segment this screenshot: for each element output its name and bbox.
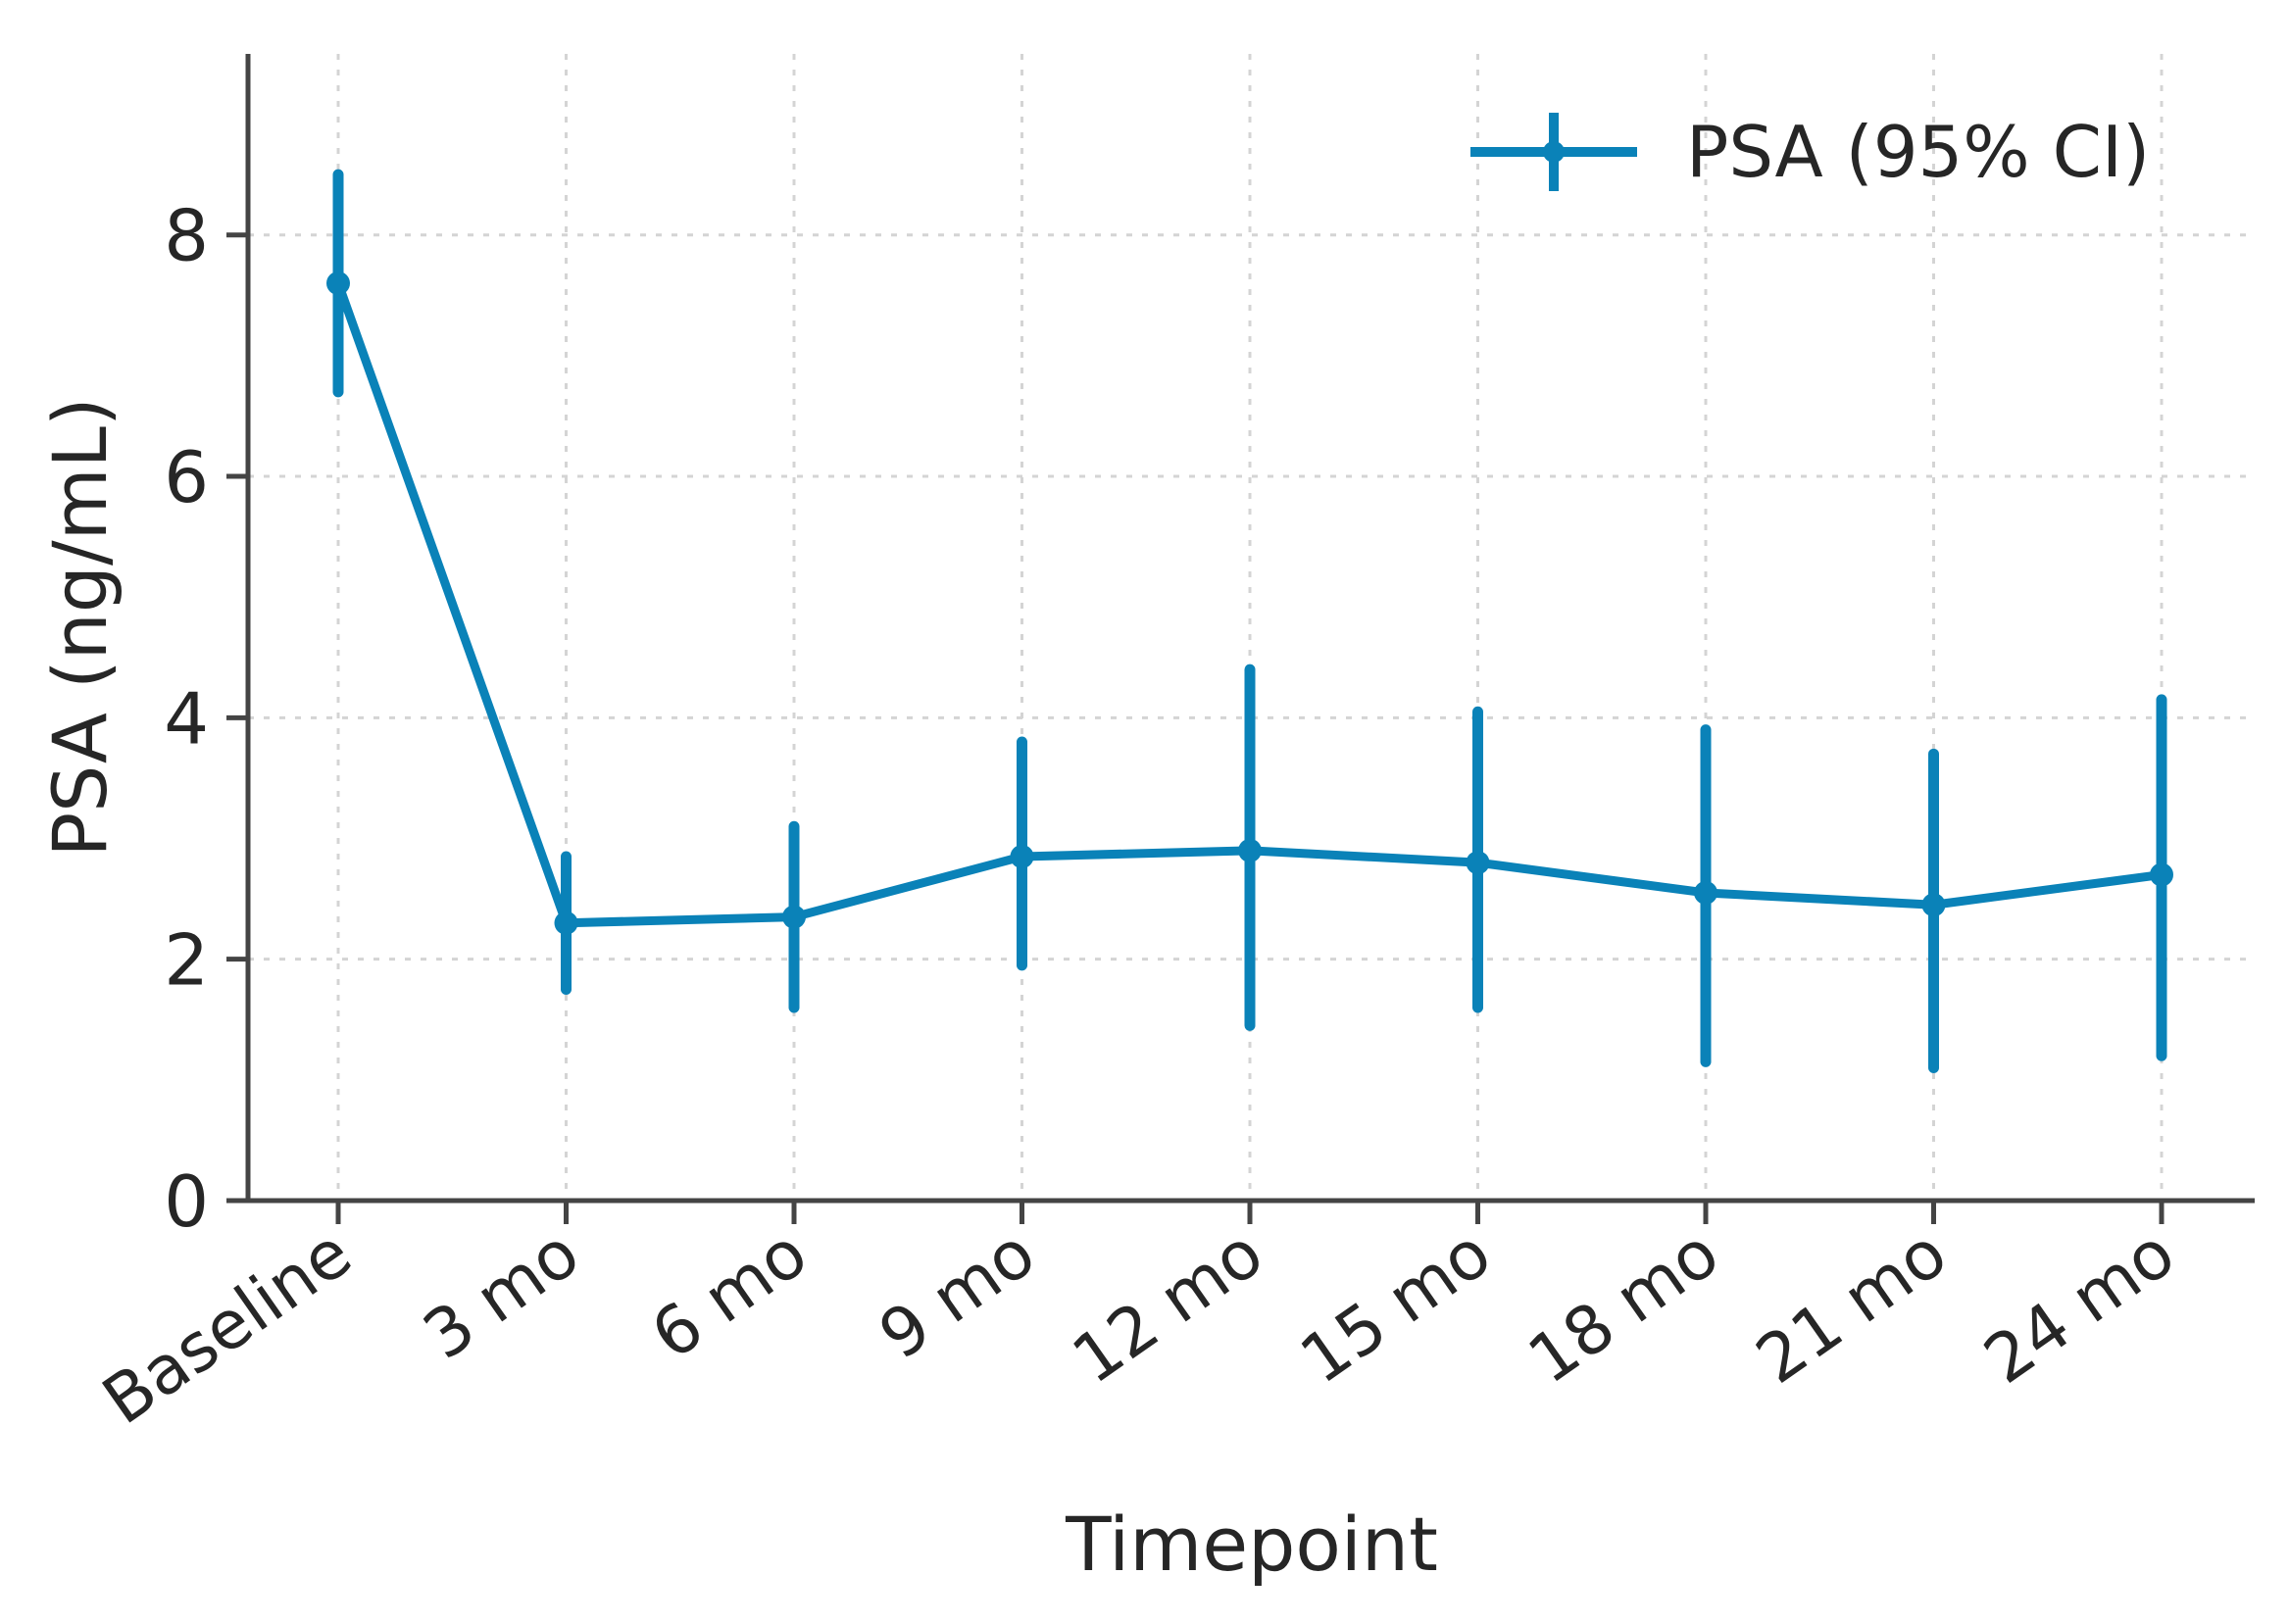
data-point: [1921, 893, 1946, 917]
data-point: [326, 271, 350, 295]
legend-entry-label: PSA (95% CI): [1686, 111, 2150, 193]
x-tick-label: 3 mo: [410, 1214, 593, 1375]
grid-layer: [248, 54, 2255, 1201]
y-tick-label: 6: [164, 436, 209, 518]
series-layer: [326, 169, 2173, 1074]
legend: PSA (95% CI): [1470, 111, 2150, 193]
x-tick-label: 15 mo: [1287, 1214, 1505, 1400]
x-tick-label: 24 mo: [1971, 1214, 2189, 1400]
x-tick-label: 21 mo: [1743, 1214, 1961, 1400]
y-tick-label: 2: [164, 919, 209, 1002]
x-tick-label: 18 mo: [1516, 1214, 1733, 1400]
data-point: [554, 910, 578, 935]
data-point: [1466, 851, 1490, 875]
data-point: [1694, 880, 1717, 905]
y-tick-label: 4: [164, 677, 209, 760]
x-tick-label: 12 mo: [1060, 1214, 1277, 1400]
y-tick-label: 0: [164, 1160, 209, 1243]
x-tick-label: 6 mo: [638, 1214, 821, 1375]
x-tick-label: Baseline: [89, 1214, 365, 1440]
data-point: [2150, 862, 2173, 887]
y-axis-label: PSA (ng/mL): [36, 397, 124, 857]
legend-marker-swatch: [1543, 141, 1565, 163]
data-point: [1238, 838, 1262, 862]
data-point: [782, 905, 806, 929]
x-tick-label: 9 mo: [866, 1214, 1049, 1375]
x-axis-label: Timepoint: [1065, 1501, 1438, 1588]
y-tick-label: 8: [164, 195, 209, 277]
data-point: [1010, 845, 1034, 868]
axes-layer: [226, 54, 2255, 1224]
tick-labels-layer: 0 2 4 6 8 Baseline 3 mo 6 mo 9 mo 12 mo 15 mo 18 mo…: [89, 195, 2188, 1441]
